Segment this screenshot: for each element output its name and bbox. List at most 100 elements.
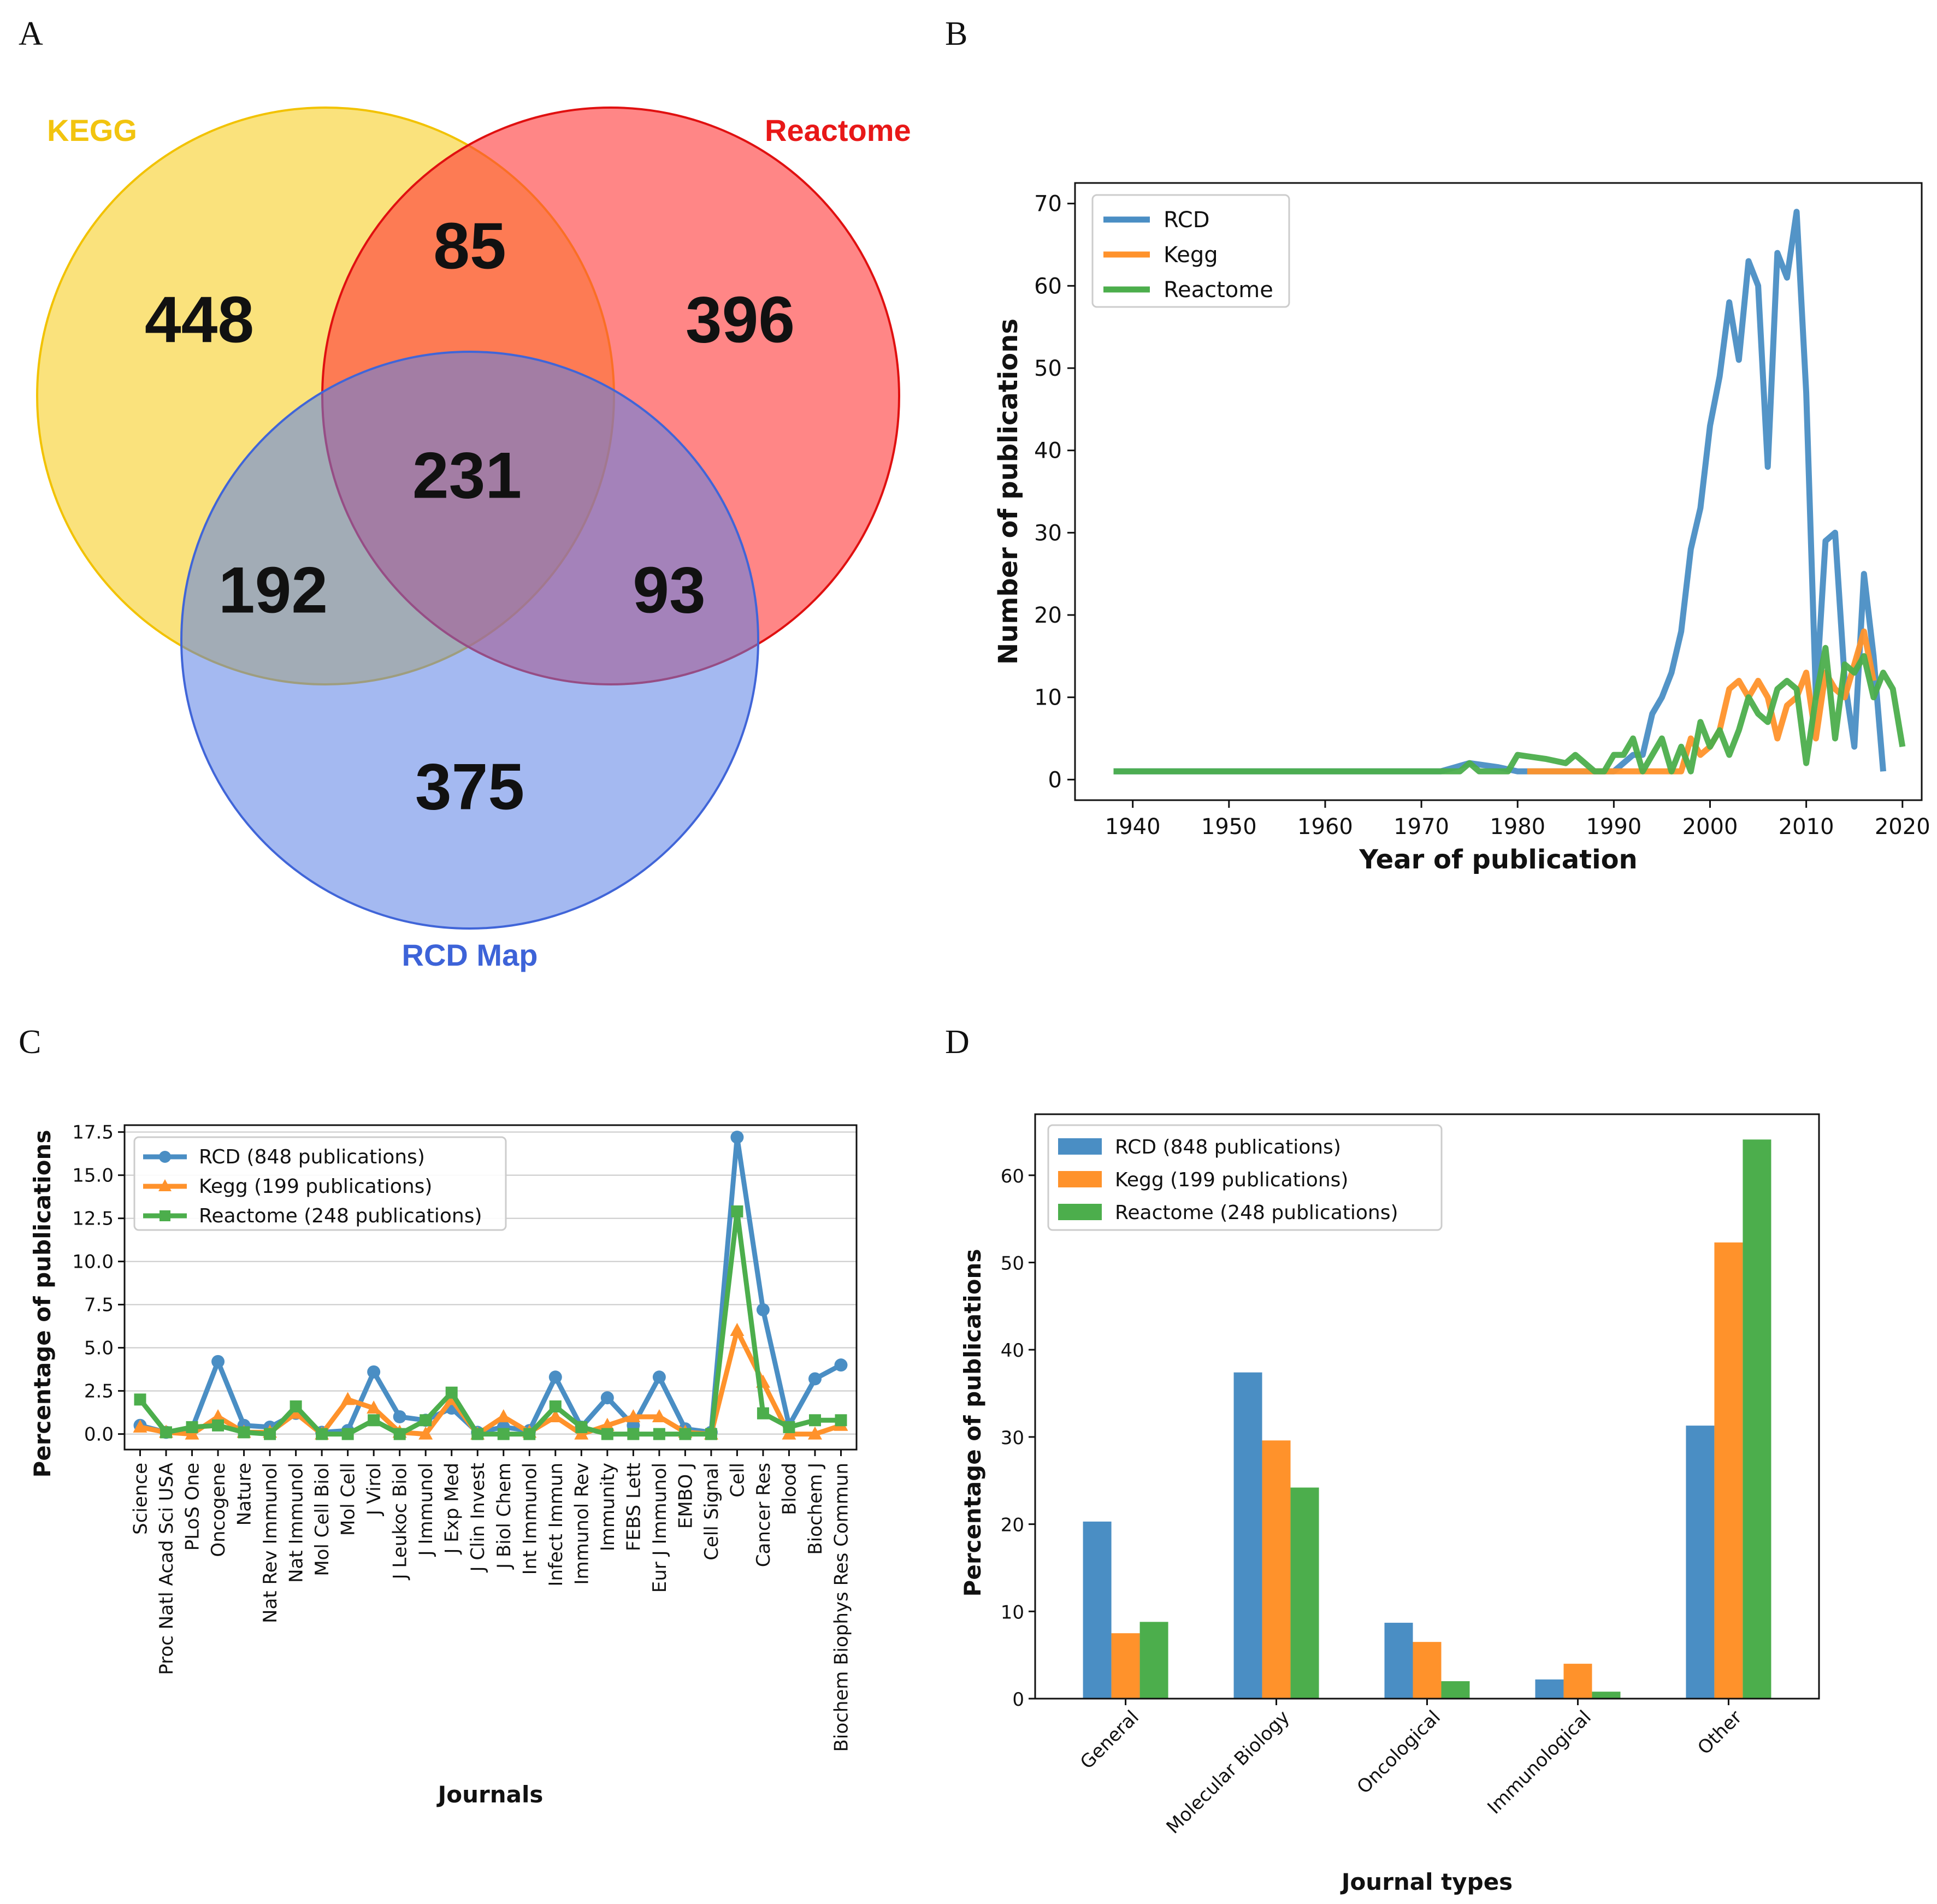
- marker-square: [757, 1407, 769, 1420]
- y-tick-label: 0: [1048, 767, 1062, 793]
- line-series-circle: [139, 1134, 842, 1435]
- bar-rcd: [1384, 1623, 1413, 1699]
- marker-square: [497, 1428, 510, 1440]
- venn-count-kegg-reactome: 85: [433, 210, 506, 283]
- x-tick-label: Immunol Rev: [571, 1463, 593, 1585]
- x-tick-label: Eur J Immunol: [649, 1463, 671, 1593]
- venn-count-reactome-only: 396: [686, 283, 795, 357]
- x-tick-label: Mol Cell Biol: [311, 1463, 333, 1576]
- x-tick-label: 1950: [1201, 814, 1257, 839]
- chart-d-journal-types: 0 10 20 30 40 50 60 General Molecular Biology Onc…: [959, 1113, 1820, 1895]
- marker-square: [212, 1419, 225, 1432]
- marker-square: [575, 1421, 588, 1433]
- marker-circle: [834, 1358, 848, 1372]
- y-tick-label: 60: [1001, 1166, 1024, 1187]
- x-tick-label: Oncogene: [208, 1463, 229, 1557]
- y-tick-label: 0: [1012, 1689, 1024, 1711]
- marker-square: [471, 1428, 484, 1440]
- x-tick-label: Proc Natl Acad Sci USA: [156, 1463, 178, 1675]
- marker-square: [783, 1421, 795, 1433]
- x-tick-label: FEBS Lett: [623, 1463, 645, 1551]
- marker-circle: [652, 1370, 666, 1384]
- x-tick-label: Nat Immunol: [286, 1463, 308, 1583]
- y-axis-title: Number of publications: [993, 318, 1024, 665]
- x-axis-title: Journal types: [1340, 1868, 1513, 1895]
- marker-square: [186, 1421, 198, 1433]
- marker-triangle: [340, 1392, 355, 1405]
- bar-rcd: [1686, 1426, 1715, 1699]
- venn-diagram: KEGG Reactome RCD Map 448 396 85 231 192…: [36, 107, 911, 972]
- legend-box: [1047, 1124, 1443, 1231]
- marker-square: [627, 1428, 640, 1440]
- x-tick-label: Immunological: [1483, 1706, 1595, 1818]
- bar-kegg: [1563, 1664, 1592, 1699]
- legend-swatch: [1058, 1138, 1102, 1155]
- marker-square: [523, 1428, 536, 1440]
- y-tick-label: 12.5: [72, 1208, 114, 1230]
- marker-square: [316, 1428, 328, 1440]
- marker-triangle: [418, 1426, 433, 1440]
- legend-swatch: [1058, 1204, 1102, 1220]
- x-tick-label: 1960: [1297, 814, 1353, 839]
- bar-reactome: [1592, 1692, 1621, 1699]
- x-tick-label: General: [1076, 1706, 1143, 1773]
- legend-marker: [160, 1210, 170, 1221]
- panel-label-b: B: [945, 15, 967, 52]
- marker-square: [160, 1426, 173, 1439]
- y-tick-label: 50: [1034, 356, 1062, 381]
- x-tick-label: 2010: [1779, 814, 1834, 839]
- y-tick-label: 20: [1034, 603, 1062, 628]
- x-tick-label: 1940: [1105, 814, 1161, 839]
- marker-circle: [367, 1365, 381, 1379]
- marker-square: [368, 1414, 380, 1427]
- x-axis-title: Year of publication: [1359, 844, 1637, 875]
- venn-count-kegg-only: 448: [145, 283, 254, 357]
- venn-count-reactome-rcd: 93: [633, 554, 705, 627]
- x-tick-label: Int Immunol: [519, 1463, 541, 1575]
- bar-kegg: [1413, 1642, 1442, 1699]
- y-tick-label: 15.0: [72, 1165, 114, 1187]
- x-tick-label: Cell Signal: [701, 1463, 723, 1560]
- bar-kegg: [1714, 1242, 1743, 1699]
- x-tick-label: Blood: [778, 1463, 800, 1515]
- y-tick-label: 60: [1034, 274, 1062, 299]
- y-tick-label: 40: [1034, 439, 1062, 464]
- line-series-rcd: [1113, 209, 1886, 774]
- x-tick-label: Mol Cell: [338, 1463, 359, 1536]
- x-tick-label: J Virol: [363, 1463, 385, 1516]
- x-tick-label: J Immunol: [415, 1463, 437, 1557]
- y-tick-label: 10: [1034, 685, 1062, 711]
- legend-entry: RCD (848 publications): [1115, 1136, 1341, 1158]
- marker-square: [653, 1428, 665, 1440]
- marker-triangle: [652, 1409, 666, 1422]
- marker-square: [731, 1205, 743, 1217]
- venn-circle-rcd: [180, 351, 759, 930]
- legend-entry: Kegg: [1164, 243, 1218, 268]
- bar-rcd: [1535, 1679, 1564, 1699]
- legend-marker: [158, 1179, 172, 1191]
- marker-circle: [600, 1391, 614, 1405]
- plot-frame: [123, 1124, 858, 1451]
- bar-kegg: [1111, 1633, 1140, 1699]
- x-tick-label: Biochem Biophys Res Commun: [830, 1463, 852, 1752]
- y-tick-label: 30: [1034, 521, 1062, 546]
- marker-triangle: [133, 1419, 147, 1433]
- y-tick-label: 10.0: [72, 1251, 114, 1273]
- marker-square: [290, 1400, 302, 1413]
- panel-label-a: A: [19, 15, 43, 52]
- x-tick-label: 1970: [1393, 814, 1449, 839]
- legend-swatch: [1058, 1171, 1102, 1187]
- marker-triangle: [548, 1409, 563, 1422]
- y-tick-label: 2.5: [84, 1381, 114, 1403]
- x-tick-label: Other: [1693, 1706, 1746, 1759]
- bar-rcd: [1083, 1521, 1112, 1699]
- legend-entry: Kegg (199 publications): [1115, 1169, 1348, 1191]
- bar-rcd: [1233, 1372, 1262, 1699]
- marker-square: [341, 1428, 354, 1440]
- marker-circle: [808, 1372, 822, 1386]
- marker-square: [264, 1428, 276, 1440]
- y-tick-label: 30: [1001, 1427, 1024, 1449]
- bar-reactome: [1139, 1622, 1168, 1699]
- legend-entry: Kegg (199 publications): [199, 1175, 432, 1198]
- marker-square: [835, 1414, 847, 1427]
